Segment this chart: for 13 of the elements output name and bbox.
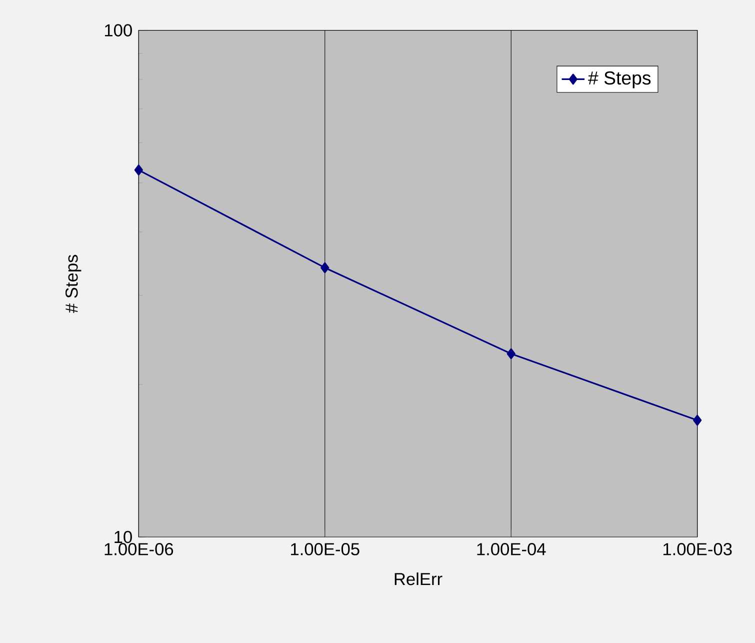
point — [320, 262, 330, 274]
x-tick-label: 1.00E-05 — [291, 543, 360, 556]
point — [693, 414, 702, 426]
legend-label: # Steps — [588, 71, 651, 88]
x-tick-label: 1.00E-06 — [104, 543, 174, 556]
point — [506, 348, 516, 360]
y-tick-label: 10 — [114, 530, 132, 544]
x-axis-title: RelErr — [394, 572, 442, 586]
y-axis-title: # Steps — [66, 254, 82, 313]
y-tick-label: 100 — [105, 24, 132, 36]
point — [134, 164, 143, 176]
x-tick-label: 1.00E-03 — [663, 543, 732, 556]
x-tick-label: 1.00E-04 — [477, 543, 546, 556]
